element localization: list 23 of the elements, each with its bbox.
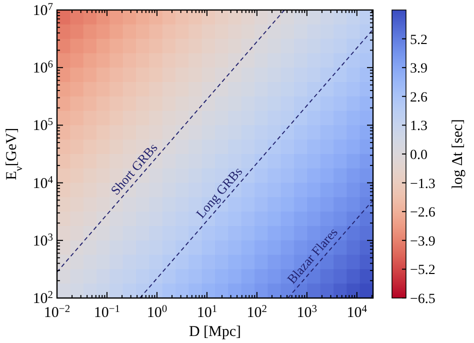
x-tick-label: 10$^{2}$ xyxy=(246,304,268,321)
color-bar-label: −5.2 xyxy=(410,263,436,278)
color-bar-label: 5.2 xyxy=(410,32,428,48)
y-tick-label: 10$^{6}$ xyxy=(32,59,53,77)
y-tick-label: 10$^{4}$ xyxy=(32,174,54,192)
color-bar-label: −3.9 xyxy=(410,234,436,250)
x-tick-label: 10$^{1}$ xyxy=(196,304,218,321)
color-bar-label: 2.6 xyxy=(410,90,428,106)
x-axis-title: D [Mpc] xyxy=(188,324,242,340)
x-tick-label: 10$^{−1}$ xyxy=(94,304,120,321)
color-bar-label: −6.5 xyxy=(410,292,436,307)
x-tick-label: 10$^{4}$ xyxy=(346,304,368,321)
y-tick-label: 10$^{3}$ xyxy=(32,232,53,250)
x-tick-label: 10$^{0}$ xyxy=(146,304,168,321)
x-tick-label: 10$^{3}$ xyxy=(296,304,318,321)
color-bar-label: −2.6 xyxy=(410,206,436,221)
color-bar-title: log Δt [sec] xyxy=(450,119,466,189)
color-bar-label: 3.9 xyxy=(410,62,428,77)
y-tick-label: 10$^{5}$ xyxy=(32,116,53,134)
color-bar-label: 0.0 xyxy=(410,148,428,163)
color-bar-label: 1.3 xyxy=(410,119,428,134)
y-tick-label: 10$^{7}$ xyxy=(32,2,53,19)
color-bar-label: −1.3 xyxy=(410,176,436,192)
